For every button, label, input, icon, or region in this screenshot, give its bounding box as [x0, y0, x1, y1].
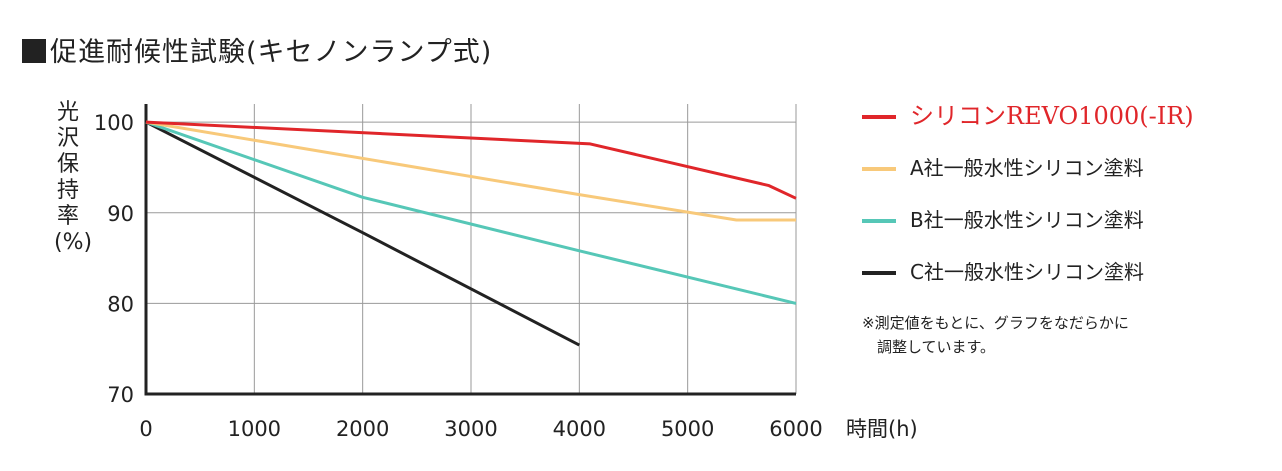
- legend-label: C社一般水性シリコン塗料: [910, 260, 1144, 284]
- x-tick-label: 3000: [444, 417, 497, 441]
- x-tick-label: 6000: [769, 417, 822, 441]
- y-tick-label: 90: [107, 202, 134, 226]
- x-tick-label: 0: [139, 417, 152, 441]
- x-axis-unit-label: 時間(h): [846, 417, 918, 441]
- footnote: ※測定値をもとに、グラフをなだらかに 調整しています。: [862, 311, 1129, 359]
- title-square-icon: [22, 39, 46, 63]
- legend-label: シリコンREVO1000(-IR): [910, 102, 1194, 130]
- chart-title: 促進耐候性試験(キセノンランプ式): [22, 30, 492, 69]
- y-tick-label: 80: [107, 292, 134, 316]
- footnote-line: ※測定値をもとに、グラフをなだらかに: [862, 314, 1129, 332]
- series-line: [145, 120, 580, 347]
- series-line: [145, 120, 796, 222]
- legend-swatch: [862, 167, 896, 171]
- legend-swatch: [862, 219, 896, 223]
- y-tick-label: 70: [107, 383, 134, 407]
- y-tick-label: 100: [94, 111, 134, 135]
- series-line: [145, 120, 797, 305]
- legend-swatch: [862, 271, 896, 275]
- x-tick-label: 2000: [336, 417, 389, 441]
- x-tick-label: 4000: [553, 417, 606, 441]
- series-line: [145, 120, 797, 200]
- legend-label: B社一般水性シリコン塗料: [910, 208, 1144, 232]
- legend-label: A社一般水性シリコン塗料: [910, 156, 1144, 180]
- footnote-line: 調整しています。: [862, 338, 996, 356]
- chart-title-text: 促進耐候性試験(キセノンランプ式): [50, 37, 493, 68]
- legend-swatch: [862, 115, 896, 119]
- x-tick-label: 1000: [228, 417, 281, 441]
- x-tick-label: 5000: [661, 417, 714, 441]
